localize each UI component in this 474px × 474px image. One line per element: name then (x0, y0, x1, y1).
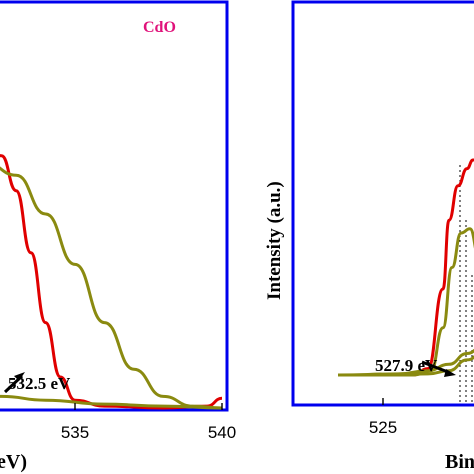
sample-label-cdo: CdO (143, 19, 176, 36)
x-tick-label-540: 540 (208, 423, 236, 442)
left-curves (0, 153, 223, 410)
left-peak-label: 532.5 eV (8, 374, 71, 393)
series-line-left-1 (0, 166, 223, 410)
right-x-ticks: 525 (369, 398, 397, 437)
left-x-ticks: 535 540 (61, 403, 236, 442)
left-panel: 535 540 CdO 532.5 eV eV) (0, 0, 236, 473)
left-plot-frame (0, 0, 229, 412)
right-guide-lines (459, 165, 473, 405)
right-plot-frame (291, 0, 474, 407)
series-line-right-3 (338, 355, 474, 377)
right-panel: 525 527.9 eV Intensity (a.u.) Bin (264, 0, 474, 473)
right-peak-label: 527.9 eV (375, 356, 438, 375)
x-tick-label-535: 535 (61, 423, 89, 442)
series-line-left-0 (0, 153, 223, 410)
right-y-axis-label: Intensity (a.u.) (264, 181, 285, 300)
x-tick-label-525: 525 (369, 418, 397, 437)
series-line-right-1 (338, 227, 474, 377)
right-curves (337, 158, 474, 377)
series-line-left-2 (0, 394, 223, 410)
right-annotation-arrow (421, 360, 449, 374)
left-x-axis-label: eV) (0, 451, 27, 473)
right-annotation-arrowhead (444, 369, 456, 377)
right-x-axis-label: Bin (445, 451, 474, 473)
left-annotation-arrowhead (14, 372, 25, 381)
